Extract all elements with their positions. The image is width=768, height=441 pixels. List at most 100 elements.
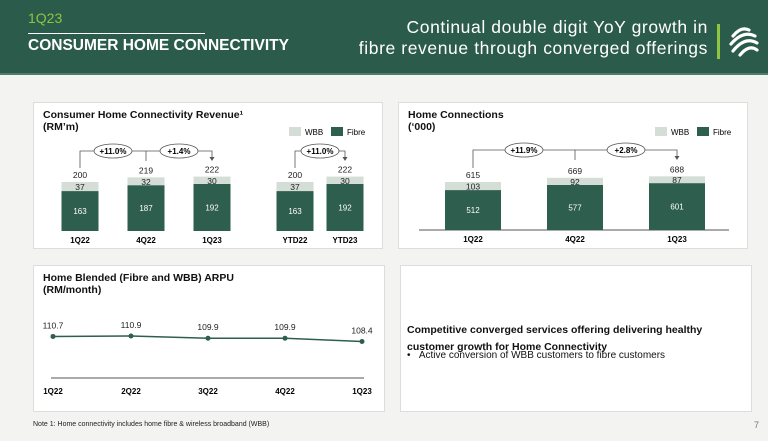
accent-bar <box>717 24 720 59</box>
slide-header: 1Q23 CONSUMER HOME CONNECTIVITY Continua… <box>0 0 768 75</box>
bar-fibre-label: 192 <box>205 203 219 212</box>
growth-badge <box>504 142 544 158</box>
arpu-value-label: 110.9 <box>121 320 142 330</box>
x-tick-label: 1Q23 <box>667 235 687 244</box>
bar-fibre <box>127 185 165 231</box>
arrow-down-icon <box>674 156 680 160</box>
x-tick-label: 3Q22 <box>198 387 218 396</box>
x-tick-label: 4Q22 <box>275 387 295 396</box>
bar-fibre <box>326 183 364 231</box>
bar-wbb-label: 30 <box>340 176 350 186</box>
bar-wbb-label: 37 <box>290 182 300 192</box>
connections-chart-title: Home Connections (‘000) <box>408 109 504 133</box>
bar-total-label: 615 <box>466 170 480 180</box>
bar-total-label: 219 <box>139 165 153 175</box>
growth-label: +11.0% <box>307 147 334 156</box>
x-tick-label: 1Q22 <box>70 236 90 245</box>
commentary-bullet: • Active conversion of WBB customers to … <box>407 350 666 361</box>
growth-badge <box>159 143 199 159</box>
bar-total-label: 222 <box>338 165 352 175</box>
legend-label-fibre: Fibre <box>713 128 732 137</box>
bar-fibre-label: 163 <box>73 207 87 216</box>
x-tick-label: 4Q22 <box>565 235 585 244</box>
tagline: Continual double digit YoY growth in fib… <box>359 17 708 59</box>
bar-fibre <box>61 191 99 231</box>
arpu-point <box>359 339 365 344</box>
arpu-value-label: 109.9 <box>197 322 219 332</box>
bar-total-label: 688 <box>670 164 684 174</box>
arpu-point <box>282 335 288 341</box>
bar-fibre-label: 577 <box>568 203 582 212</box>
arpu-point <box>50 333 56 339</box>
bar-wbb-label: 92 <box>570 177 580 187</box>
arpu-value-label: 110.7 <box>43 320 64 330</box>
x-tick-label: YTD23 <box>333 236 358 245</box>
bar-wbb <box>547 177 603 185</box>
legend-label-fibre: Fibre <box>347 128 366 137</box>
footnote: Note 1: Home connectivity includes home … <box>33 421 270 428</box>
revenue-chart-title: Consumer Home Connectivity Revenue¹ (RM’m… <box>43 109 244 133</box>
section-title: CONSUMER HOME CONNECTIVITY <box>28 37 289 54</box>
arpu-chart: 110.7 1Q22 110.9 2Q22 109.9 3Q22 109.9 4Q22 108.… <box>43 320 373 396</box>
bar-fibre-label: 192 <box>338 203 352 212</box>
x-tick-label: YTD22 <box>283 236 308 245</box>
legend-swatch-wbb <box>655 127 667 136</box>
x-tick-label: 1Q23 <box>202 236 222 245</box>
x-tick-label: 1Q22 <box>463 235 483 244</box>
bar-wbb <box>127 177 165 186</box>
commentary-headline: Competitive converged services offering … <box>407 324 703 353</box>
bar-wbb <box>193 176 231 184</box>
growth-badge <box>606 142 646 158</box>
bar-wbb-label: 87 <box>672 175 682 185</box>
page-number: 7 <box>754 420 760 430</box>
arrow-down-icon <box>342 157 348 161</box>
growth-badge <box>93 143 133 159</box>
bar-wbb-label: 37 <box>75 182 85 192</box>
bar-wbb <box>649 176 705 184</box>
bar-fibre-label: 601 <box>670 203 684 212</box>
period-label: 1Q23 <box>28 10 63 26</box>
bar-fibre <box>547 184 603 230</box>
bar-wbb-label: 30 <box>207 176 217 186</box>
bar-total-label: 222 <box>205 165 219 175</box>
legend-label-wbb: WBB <box>671 128 689 137</box>
x-tick-label: 4Q22 <box>136 236 156 245</box>
growth-label: +2.8% <box>615 146 638 155</box>
growth-label: +1.4% <box>168 147 191 156</box>
bar-wbb-label: 32 <box>141 177 151 187</box>
arpu-chart-panel: Home Blended (Fibre and WBB) ARPU (RM/mon… <box>33 265 385 412</box>
bar-fibre-label: 512 <box>466 206 480 215</box>
legend-swatch-wbb <box>289 127 301 136</box>
bar-fibre <box>276 191 314 231</box>
revenue-chart: WBB Fibre163372001Q22187322194Q2219230222… <box>61 127 366 245</box>
tagline-line-1: Continual double digit YoY growth in <box>406 17 708 37</box>
tagline-line-2: fibre revenue through converged offering… <box>358 38 708 58</box>
arpu-point <box>205 335 211 341</box>
legend-label-wbb: WBB <box>305 128 323 137</box>
growth-label: +11.9% <box>511 146 538 155</box>
divider <box>28 33 205 34</box>
commentary-panel: Competitive converged services offering … <box>400 265 752 412</box>
bar-fibre <box>445 190 501 230</box>
bar-wbb <box>61 182 99 192</box>
arpu-value-label: 108.4 <box>351 326 373 336</box>
growth-badge <box>300 143 340 159</box>
logo-icon <box>729 27 759 57</box>
bar-fibre <box>193 183 231 231</box>
legend-swatch-fibre <box>697 127 709 136</box>
bar-wbb <box>326 176 364 184</box>
arpu-chart-title: Home Blended (Fibre and WBB) ARPU (RM/mon… <box>43 272 234 296</box>
bar-fibre-label: 187 <box>139 204 153 213</box>
bar-wbb <box>276 182 314 192</box>
revenue-chart-panel: Consumer Home Connectivity Revenue¹ (RM’m… <box>33 102 383 249</box>
bar-fibre-label: 163 <box>288 207 302 216</box>
connections-chart-panel: Home Connections (‘000) WBB Fibre 512 103 615… <box>398 102 748 249</box>
legend-swatch-fibre <box>331 127 343 136</box>
growth-label: +11.0% <box>100 147 127 156</box>
bar-wbb-label: 103 <box>466 182 480 192</box>
x-tick-label: 2Q22 <box>121 387 141 396</box>
bar-total-label: 200 <box>73 170 87 180</box>
bar-fibre <box>649 183 705 230</box>
arpu-value-label: 109.9 <box>274 322 296 332</box>
